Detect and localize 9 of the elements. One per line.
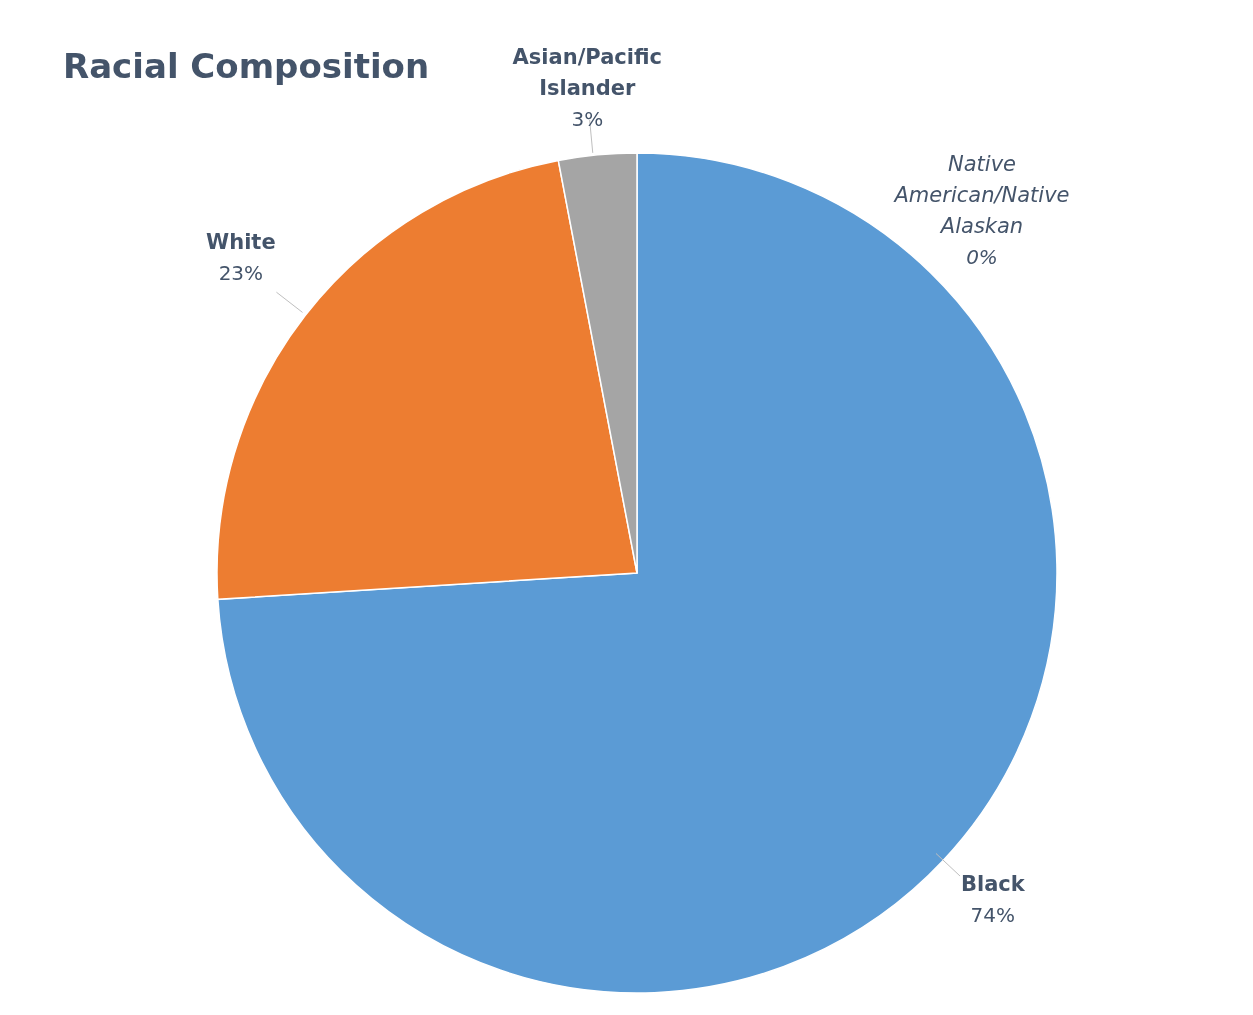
- slice-label: Black: [960, 872, 1026, 897]
- text: 0%: [966, 245, 998, 270]
- slice-label: White: [206, 230, 276, 255]
- data-label: 3%: [571, 107, 604, 132]
- chart-title: Racial Composition: [63, 46, 430, 86]
- data-label: 23%: [218, 261, 264, 286]
- data-label: 74%: [970, 903, 1016, 928]
- slice-label: Asian/Pacific Islander: [512, 45, 662, 101]
- category-label: Native American/Native Alaskan: [894, 152, 1070, 239]
